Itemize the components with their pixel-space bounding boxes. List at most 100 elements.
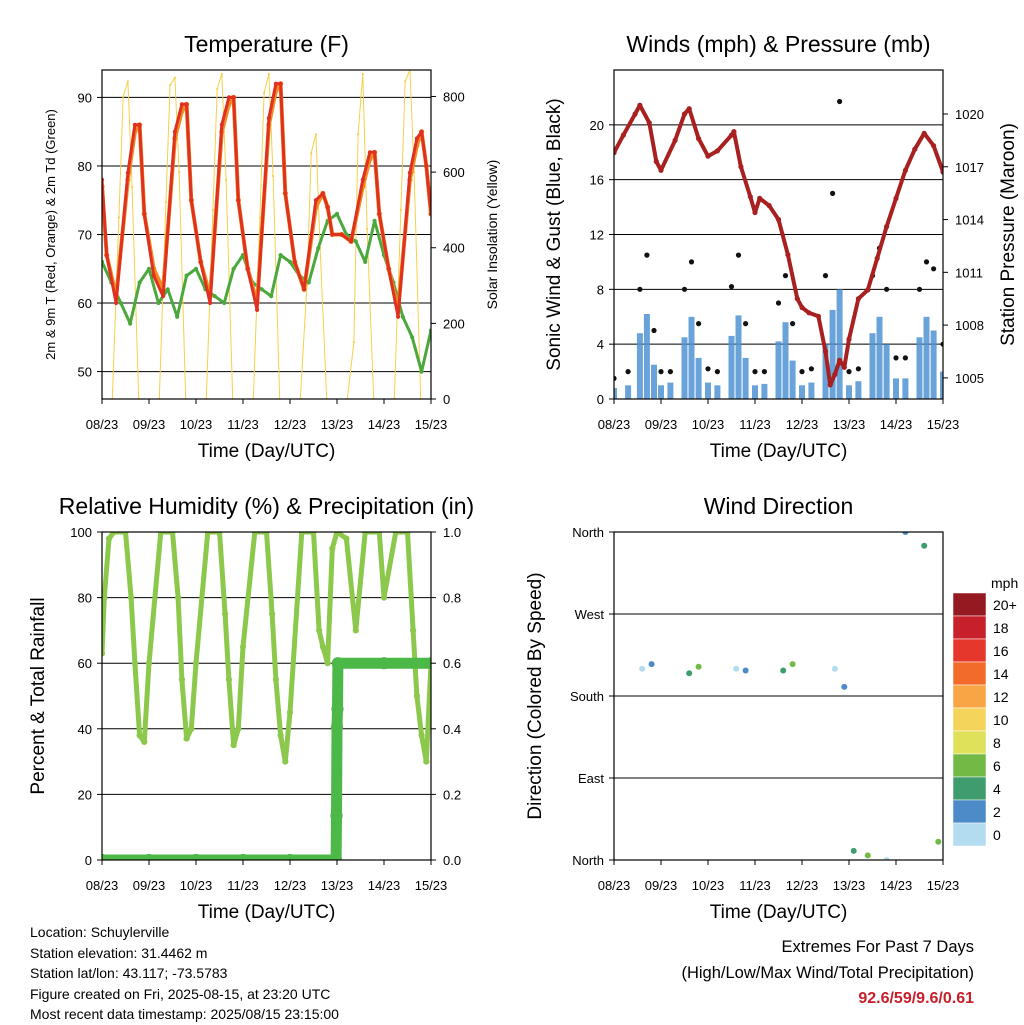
humidity-line-point	[352, 627, 359, 634]
solar-insolation-line-point	[178, 171, 181, 174]
y-tick-label: South	[570, 689, 604, 704]
direction-point	[648, 661, 655, 668]
direction-point	[686, 670, 693, 677]
x-tick-label: 08/23	[86, 417, 119, 432]
wind-bar	[855, 381, 862, 399]
pressure-line-point	[653, 158, 659, 165]
pressure-line-point	[846, 336, 852, 342]
humidity-line-point	[131, 660, 138, 667]
y-tick-label: 80	[78, 591, 92, 606]
humidity-line-point	[102, 594, 108, 601]
x-tick-label: 14/23	[368, 878, 401, 893]
solar-insolation-line-point	[126, 80, 129, 83]
humidity-line-point	[324, 660, 331, 667]
humidity-line-point	[316, 627, 323, 634]
dewpoint-line-point	[269, 294, 274, 299]
rainfall-line-point	[377, 657, 391, 670]
wind-bar	[782, 322, 789, 399]
solar-insolation-line-point	[225, 178, 228, 181]
humidity-line-point	[128, 594, 135, 601]
solar-insolation-line-point	[216, 87, 219, 90]
humidity-line-point	[105, 535, 113, 542]
y-tick-label: 90	[78, 90, 92, 105]
legend-label: 2	[993, 804, 1001, 820]
gust-point	[735, 252, 742, 258]
temperature-2m-line-point	[424, 163, 429, 169]
humidity-precip-panel: Relative Humidity (%) & Precipitation (i…	[28, 493, 474, 923]
rainfall-line-point	[424, 657, 431, 670]
y-tick-label: 20	[78, 787, 92, 802]
humidity-line-point	[282, 758, 289, 765]
wind-bar	[614, 388, 617, 399]
direction-point	[780, 667, 787, 674]
gust-point	[658, 369, 664, 375]
dewpoint-line-point	[137, 280, 142, 285]
humidity-line-point	[319, 643, 326, 650]
rainfall-line-point	[331, 657, 344, 670]
pressure-line-point	[731, 129, 737, 135]
solar-insolation-line	[102, 70, 431, 399]
humidity-line-point	[110, 532, 117, 536]
temperature-2m-line-point	[151, 273, 156, 278]
temperature-2m-line-point	[339, 232, 344, 237]
gust-point	[846, 369, 852, 375]
legend-label: 8	[993, 735, 1001, 751]
figure-created: Figure created on Fri, 2025-08-15, at 23…	[30, 985, 331, 1002]
temperature-2m-line-point	[132, 122, 137, 127]
humidity-line-point	[286, 709, 294, 716]
temperature-2m-line-point	[114, 300, 119, 306]
solar-insolation-line-point	[267, 72, 270, 75]
y-tick-label: 4	[597, 337, 604, 352]
legend-title: mph	[991, 575, 1018, 591]
gust-point	[782, 273, 789, 279]
dewpoint-line-point	[400, 314, 405, 319]
y-tick-label: East	[578, 771, 604, 786]
solar-insolation-line-point	[164, 201, 167, 204]
gust-point	[902, 355, 909, 361]
y2-tick-label: 200	[443, 316, 465, 331]
rainfall-line	[102, 657, 431, 860]
legend-label: 12	[993, 689, 1009, 705]
wind-bar	[735, 315, 742, 399]
legend-label: 0	[993, 827, 1001, 843]
legend-swatch	[952, 776, 987, 801]
legend-swatch	[952, 822, 987, 847]
gust-point	[799, 369, 805, 375]
y-tick-label: 80	[78, 159, 92, 174]
x-tick-label: 08/23	[86, 878, 119, 893]
pressure-line-point	[940, 169, 943, 175]
dewpoint-line-point	[410, 335, 415, 340]
solar-insolation-line-point	[366, 227, 369, 230]
solar-insolation-line-point	[310, 152, 313, 155]
dewpoint-line-point	[128, 321, 133, 326]
dewpoint-line-point	[372, 218, 377, 223]
y2-tick-label: 1.0	[443, 525, 461, 540]
pressure-line-point	[632, 111, 638, 117]
temperature-2m-line-point	[255, 307, 260, 312]
wind-direction-panel: Wind Direction Time (Day/UTC) 08/23 09/23 10…	[525, 493, 959, 923]
temperature-2m-line-point	[377, 211, 382, 216]
x-axis-label: Time (Day/UTC)	[710, 441, 848, 462]
gust-point	[637, 286, 643, 292]
direction-point	[902, 532, 909, 535]
pressure-line-point	[931, 143, 937, 149]
wind-bar	[822, 344, 829, 399]
y-tick-label: 0	[85, 853, 92, 868]
wind-bar	[808, 382, 815, 399]
temperature-2m-line-point	[396, 314, 401, 319]
x-tick-label: 14/23	[880, 417, 913, 432]
solar-insolation-line-point	[404, 80, 407, 83]
dewpoint-line-point	[259, 287, 264, 292]
humidity-line-point	[136, 732, 143, 739]
legend-label: 20+	[993, 597, 1017, 613]
y-axis-label: Direction (Colored By Speed)	[525, 572, 546, 819]
wind-bar	[643, 314, 650, 399]
dewpoint-line-point	[306, 280, 311, 285]
humidity-line-point	[413, 692, 420, 700]
x-tick-label: 11/23	[739, 878, 771, 893]
rainfall-line-point	[330, 853, 343, 860]
x-tick-label: 15/23	[415, 417, 448, 432]
y2-axis-label: Solar Insolation (Yellow)	[484, 160, 500, 310]
temperature-2m-line	[102, 82, 431, 319]
